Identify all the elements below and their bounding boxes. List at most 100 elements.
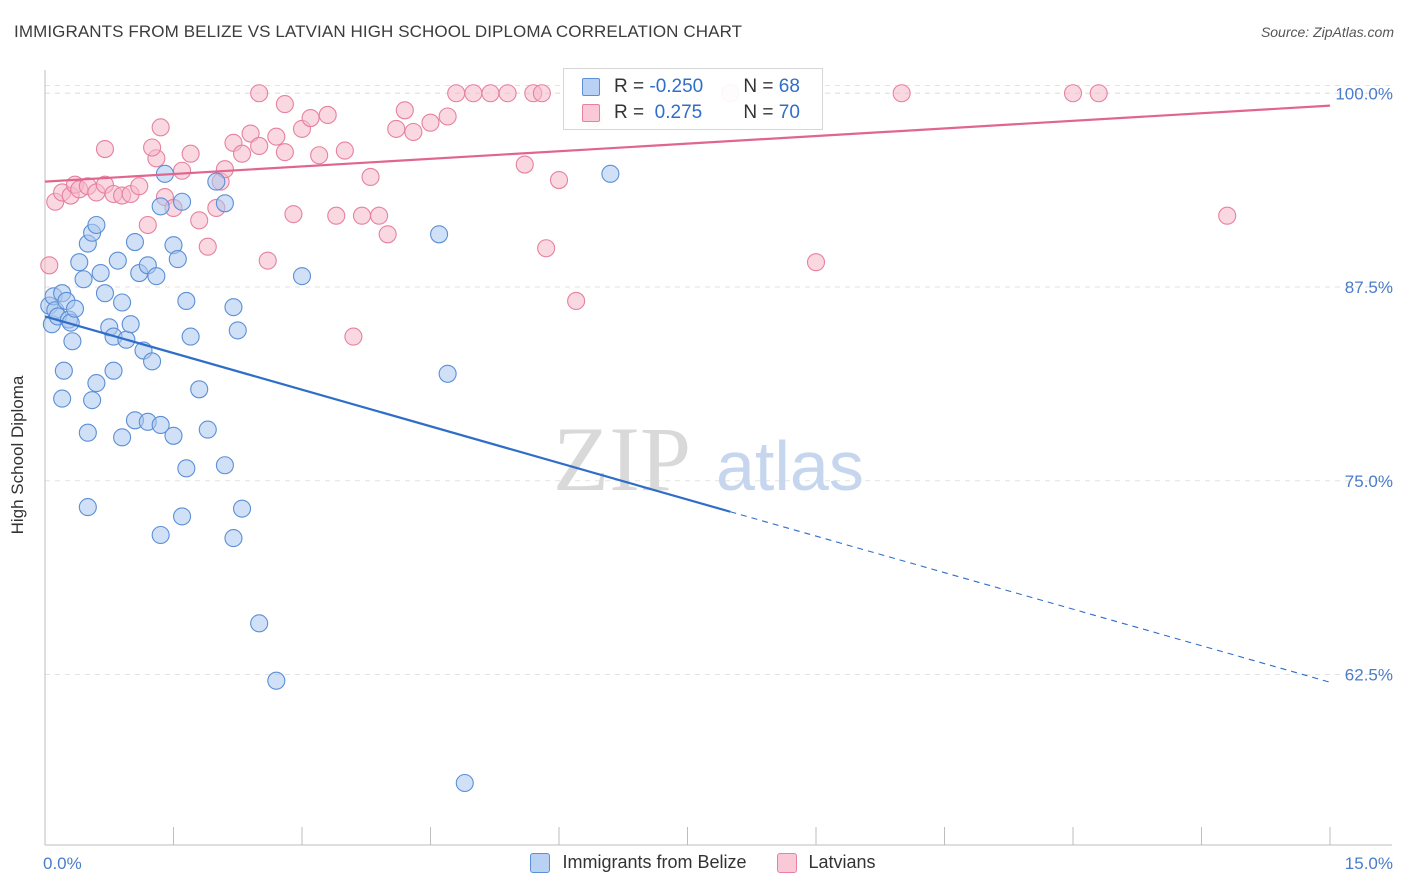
belize-point (87, 374, 106, 393)
legend-r-value: 0.275 (649, 102, 703, 123)
legend-r-value: -0.250 (649, 76, 704, 97)
axes (44, 70, 1392, 846)
x-tick-label: 15.0% (1345, 854, 1393, 873)
legend-n-label: N = (743, 102, 779, 123)
belize-point (151, 197, 170, 216)
latvians-point (806, 253, 826, 272)
y-tick-label: 100.0% (1335, 84, 1393, 103)
belize-point (83, 391, 102, 410)
latvians-point (318, 105, 337, 124)
belize-point (224, 529, 243, 548)
source-credit: Source: ZipAtlas.com (1260, 24, 1394, 40)
belize-point (177, 459, 196, 478)
latvians-point (143, 138, 162, 157)
latvians-point (481, 84, 500, 103)
watermark: ZIP atlas (553, 408, 864, 510)
belize-point (215, 194, 234, 213)
belize-point (95, 284, 115, 303)
latvians-point (1089, 84, 1108, 103)
latvians-point (284, 205, 303, 224)
belize-point (455, 773, 474, 793)
legend-r-label: R = (614, 102, 650, 123)
latvians-point (275, 143, 294, 162)
belize-point (173, 192, 192, 211)
belize-point (108, 251, 127, 270)
latvians-point (421, 113, 440, 132)
belize-point (232, 499, 252, 518)
latvians-point (138, 215, 157, 235)
series-legend-label: Latvians (808, 852, 876, 872)
watermark-atlas: atlas (716, 427, 864, 505)
belize-point (224, 298, 243, 317)
latvians-point (395, 101, 414, 120)
belize-point (430, 225, 449, 244)
latvians-point (40, 256, 59, 275)
latvians-point (173, 161, 192, 180)
legend-n-value: 70 (778, 102, 800, 123)
belize-point (181, 327, 200, 346)
latvians-point (404, 122, 423, 142)
series-legend-belize[interactable]: Immigrants from Belize (530, 852, 747, 873)
latvians-point (267, 127, 286, 146)
latvians-point (275, 95, 294, 114)
latvians-point (464, 84, 483, 103)
belize-trend-extension (730, 511, 1331, 683)
latvians-point (335, 141, 354, 160)
belize-point (87, 215, 106, 235)
series-swatch-blue (530, 852, 551, 873)
y-tick-label: 75.0% (1345, 472, 1393, 491)
legend-r-label: R = (614, 76, 650, 97)
belize-point (70, 253, 89, 272)
correlation-legend: R = -0.250 N = 68 R = 0.275 N = 70 (563, 68, 823, 130)
x-tick-label: 0.0% (43, 854, 82, 873)
belize-point (438, 364, 457, 383)
legend-n-label: N = (743, 76, 779, 97)
latvians-point (250, 84, 269, 103)
belize-trend-line (44, 315, 731, 513)
belize-point (125, 233, 144, 252)
latvians-point (232, 144, 252, 163)
latvians-point (95, 140, 115, 159)
belize-point (143, 352, 162, 371)
belize-point (78, 498, 97, 517)
y-tick-label: 87.5% (1345, 278, 1393, 297)
latvians-point (181, 144, 200, 163)
series-legend-label: Immigrants from Belize (562, 852, 747, 872)
belize-point (250, 614, 269, 633)
series-legend-latvians[interactable]: Latvians (776, 852, 876, 873)
latvians-point (361, 167, 380, 186)
latvians-points (40, 84, 1237, 346)
latvians-point (532, 84, 551, 103)
series-legend: Immigrants from Belize Latvians (0, 852, 1406, 873)
belize-point (63, 332, 82, 351)
latvians-point (241, 124, 260, 143)
belize-point (147, 267, 166, 286)
belize-point (74, 270, 93, 289)
latvians-point (130, 177, 149, 196)
latvians-point (438, 107, 457, 126)
latvians-point (387, 119, 406, 138)
latvians-point (198, 237, 217, 256)
latvians-point (250, 136, 269, 155)
belize-point (113, 293, 132, 312)
latvians-trend-line (44, 104, 1331, 183)
latvians-point (567, 291, 586, 311)
belize-point (54, 361, 73, 380)
belize-point (113, 428, 132, 447)
y-tick-label: 62.5% (1345, 666, 1393, 685)
belize-point (198, 420, 217, 439)
latvians-point (310, 146, 329, 165)
latvians-point (258, 251, 277, 270)
chart-title: IMMIGRANTS FROM BELIZE VS LATVIAN HIGH S… (14, 22, 743, 41)
belize-point (164, 426, 183, 445)
belize-point (151, 525, 170, 545)
series-swatch-pink (776, 852, 797, 873)
belize-point (207, 172, 226, 191)
latvians-point (515, 155, 534, 174)
latvians-point (549, 171, 569, 190)
y-tick-labels: 62.5% 75.0% 87.5% 100.0% (1335, 84, 1393, 684)
belize-point (104, 361, 123, 380)
belize-point (215, 456, 234, 475)
legend-row-latvians: R = 0.275 N = 70 (582, 101, 800, 125)
legend-row-belize: R = -0.250 N = 68 (582, 75, 800, 99)
